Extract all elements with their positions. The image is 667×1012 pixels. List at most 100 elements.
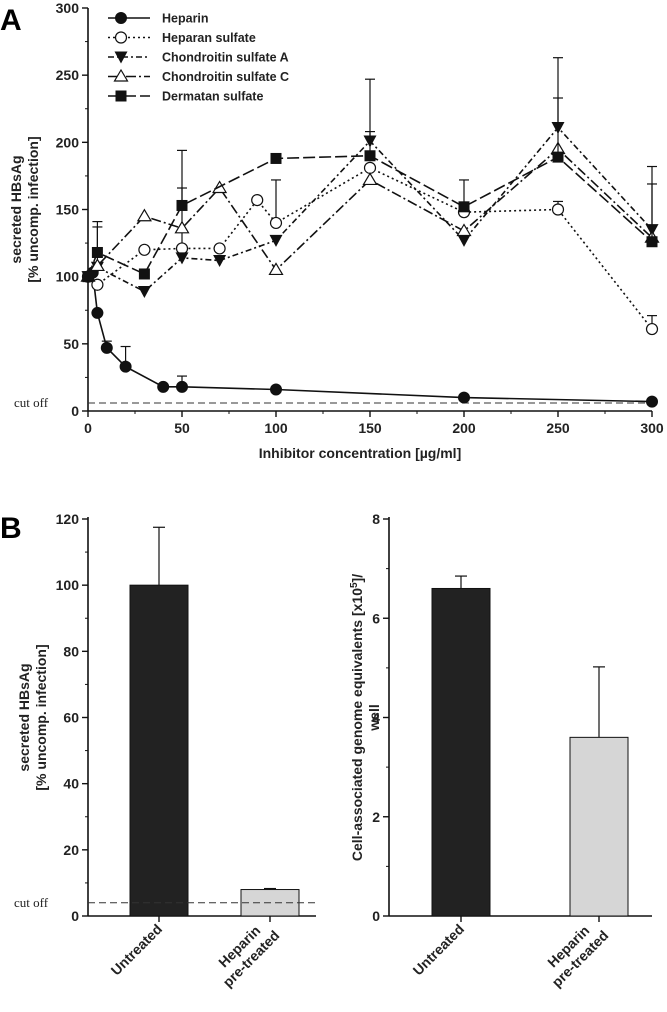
data-point (269, 234, 283, 247)
y-tick-label-a: 200 (56, 134, 80, 150)
y-axis-label-a: secreted HBsAg[% uncomp. infection] (8, 136, 41, 282)
data-point (82, 271, 94, 283)
x-tick-label-a: 250 (546, 420, 570, 436)
legend-marker (115, 12, 127, 24)
category-label-line: Untreated (108, 921, 166, 979)
x-tick-label-a: 50 (174, 420, 190, 436)
y-tick-label-a: 100 (56, 269, 80, 285)
data-point (551, 203, 565, 216)
data-point (100, 341, 113, 354)
cutoff-label-a: cut off (14, 395, 49, 410)
data-point (213, 242, 226, 255)
y-tick-label: 6 (372, 610, 380, 626)
series-line (87, 126, 653, 293)
data-point (363, 161, 377, 174)
data-point (175, 252, 189, 265)
x-tick-label-a: 0 (84, 420, 92, 436)
data-point (270, 383, 282, 396)
y-tick-label-a: 150 (56, 202, 80, 218)
y-tick-label: 4 (372, 710, 380, 726)
y-axis-label-line2: [% uncomp. infection] (25, 136, 41, 282)
series-line (87, 147, 653, 278)
data-point (176, 380, 188, 393)
data-point (137, 285, 151, 298)
data-point (458, 201, 470, 213)
data-point (91, 306, 104, 319)
category-label: Heparinpre-treated (536, 915, 611, 990)
data-point (645, 322, 659, 336)
series-line (87, 271, 653, 403)
data-point (458, 391, 470, 404)
y-axis-label: secreted HBsAg[% uncomp. infection] (16, 644, 49, 790)
series-1 (81, 161, 659, 336)
y-axis-label-line1: secreted HBsAg (8, 155, 24, 263)
y-tick-label: 0 (71, 908, 79, 924)
y-tick-label: 60 (63, 710, 79, 726)
legend-label: Heparin (162, 12, 209, 26)
y-tick-label-a: 250 (56, 67, 80, 83)
data-point (174, 220, 190, 234)
category-label: Heparinpre-treated (207, 915, 282, 990)
x-axis-label-a: Inhibitor concentration [µg/ml] (259, 445, 462, 461)
y-axis-label-line1-end: ]/ (349, 574, 365, 583)
bar-0 (129, 584, 189, 917)
data-point (646, 236, 658, 248)
legend-label: Chondroitin sulfate A (162, 51, 289, 65)
y-tick-label: 8 (372, 511, 380, 527)
y-tick-label: 100 (56, 577, 80, 593)
panel-label-b: B (0, 512, 22, 545)
data-point (213, 255, 227, 268)
series-4 (82, 57, 658, 283)
data-point (176, 199, 188, 211)
category-label-line: Untreated (410, 921, 468, 979)
data-point (646, 395, 658, 408)
data-point (457, 234, 471, 247)
y-axis-label: Cell-associated genome equivalents [x105… (349, 574, 382, 861)
data-point (362, 172, 378, 186)
data-point (89, 258, 105, 272)
data-point (91, 278, 104, 291)
series-line (87, 166, 653, 330)
data-point (364, 150, 376, 162)
bar-1 (569, 736, 629, 917)
data-point (251, 193, 264, 207)
data-point (136, 208, 152, 222)
y-tick-label-a: 50 (63, 336, 79, 352)
x-tick-label-a: 150 (358, 420, 382, 436)
bar-0 (431, 587, 491, 917)
data-point (270, 152, 282, 164)
category-label: Untreated (108, 921, 166, 979)
legend-label: Heparan sulfate (162, 31, 256, 45)
line-chart-a: 0 50 100 150 200 250 300 0 50 100 150 200 250 300 Inhi… (8, 0, 664, 461)
y-tick-label: 80 (63, 643, 79, 659)
y-tick-label-a: 300 (56, 0, 80, 16)
bar-chart-hbsag: 0 20 40 60 80 100 120 Untreated Heparinpre-treat… (14, 511, 316, 990)
data-point (268, 262, 284, 276)
y-axis-label-line1: Cell-associated genome equivalents [x10 (349, 588, 365, 861)
y-tick-label-a: 0 (71, 403, 79, 419)
data-point (138, 268, 150, 280)
y-tick-label: 120 (56, 511, 80, 527)
y-axis-label-line2: [% uncomp. infection] (33, 644, 49, 790)
data-point (119, 360, 132, 373)
data-point (269, 216, 283, 230)
y-axis-label-line1: secreted HBsAg (16, 663, 32, 771)
cutoff-label: cut off (14, 895, 49, 910)
x-tick-label-a: 100 (264, 420, 288, 436)
legend-marker (113, 68, 129, 82)
data-point (456, 223, 472, 237)
bar-chart-genome-equivalents: 0 2 4 6 8 Untreated Heparinpre-treated Cell-ass… (349, 511, 652, 990)
y-axis-label-line2: well (366, 704, 382, 731)
panel-label-a: A (0, 4, 22, 37)
legend-a: Heparin Heparan sulfate Chondroitin sulfat… (108, 12, 289, 104)
category-label: Untreated (410, 921, 468, 979)
legend-label: Dermatan sulfate (162, 90, 263, 104)
x-tick-label-a: 200 (452, 420, 476, 436)
legend-label: Chondroitin sulfate C (162, 70, 289, 84)
data-point (91, 246, 103, 258)
series-0 (82, 266, 658, 408)
data-point (138, 243, 151, 256)
y-tick-label: 0 (372, 908, 380, 924)
data-point (552, 151, 564, 163)
